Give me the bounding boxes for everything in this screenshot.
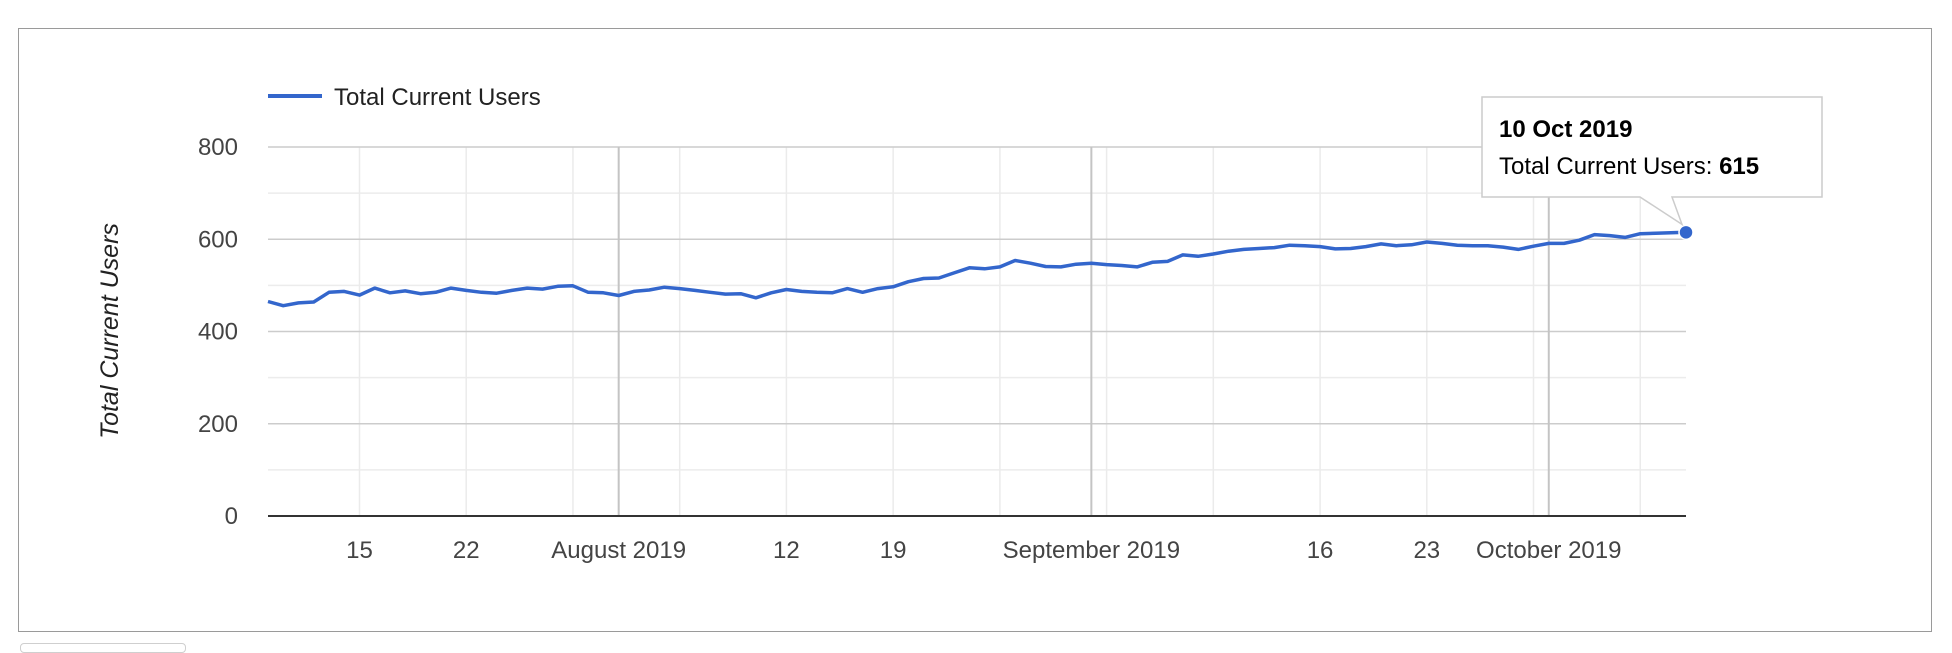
y-axis-title: Total Current Users [96,223,124,439]
y-tick-label: 800 [198,134,238,161]
x-tick-label: 12 [773,537,800,564]
tooltip-value-line: Total Current Users: 615 [1499,153,1759,180]
x-tick-label: 22 [453,537,480,564]
x-tick-label: September 2019 [1003,537,1180,564]
legend-label: Total Current Users [334,84,541,111]
x-tick-label: 19 [880,537,907,564]
y-tick-label: 200 [198,411,238,438]
y-tick-label: 600 [198,226,238,253]
hover-data-point[interactable] [1678,224,1694,241]
x-tick-label: 23 [1413,537,1440,564]
legend[interactable]: Total Current Users [268,84,541,111]
major-gridlines [268,146,1686,425]
series-line-total-current-users[interactable] [267,230,1687,308]
y-tick-labels: 0 200 400 600 800 [198,134,238,530]
x-tick-label: August 2019 [551,537,686,564]
y-tick-label: 400 [198,319,238,346]
x-tick-label: 16 [1307,537,1334,564]
x-tick-label: October 2019 [1476,537,1621,564]
tooltip-date: 10 Oct 2019 [1499,116,1632,143]
y-tick-label: 0 [225,503,238,530]
tooltip-value: 615 [1719,153,1759,180]
tooltip: 10 Oct 2019 Total Current Users: 615 [1481,96,1823,227]
month-gridlines [617,147,1550,516]
tooltip-series-label: Total Current Users: [1499,153,1719,180]
x-tick-labels: 15 22 August 2019 12 19 September 2019 16 23 Oct… [346,537,1621,564]
tooltip-box [1481,96,1823,227]
x-tick-label: 15 [346,537,373,564]
